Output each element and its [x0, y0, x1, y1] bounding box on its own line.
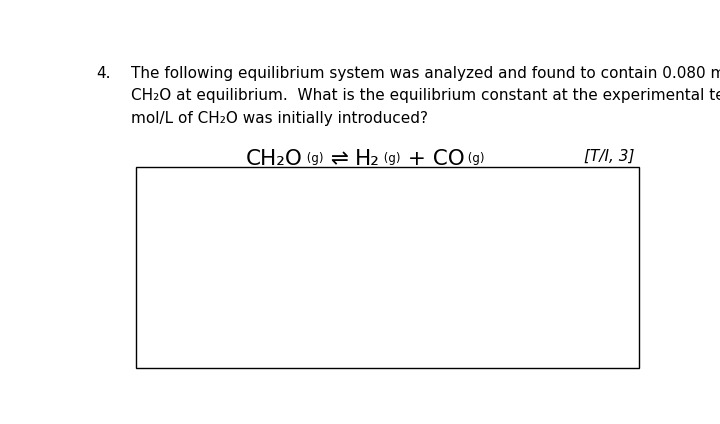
Text: ⇌: ⇌ [323, 149, 356, 169]
Text: CH₂O at equilibrium.  What is the equilibrium constant at the experimental tempe: CH₂O at equilibrium. What is the equilib… [131, 89, 720, 103]
Text: (g): (g) [303, 152, 323, 165]
Text: [T/I, 3]: [T/I, 3] [583, 149, 634, 164]
Bar [136, 167, 639, 368]
Text: 4.: 4. [96, 66, 111, 81]
Text: The following equilibrium system was analyzed and found to contain 0.080 mol/L o: The following equilibrium system was ana… [131, 66, 720, 81]
Text: CH₂O: CH₂O [246, 149, 303, 169]
Text: (g): (g) [464, 152, 485, 165]
Text: (g): (g) [380, 152, 401, 165]
Text: H₂: H₂ [356, 149, 380, 169]
Text: mol/L of CH₂O was initially introduced?: mol/L of CH₂O was initially introduced? [131, 111, 428, 126]
Text: + CO: + CO [401, 149, 464, 169]
